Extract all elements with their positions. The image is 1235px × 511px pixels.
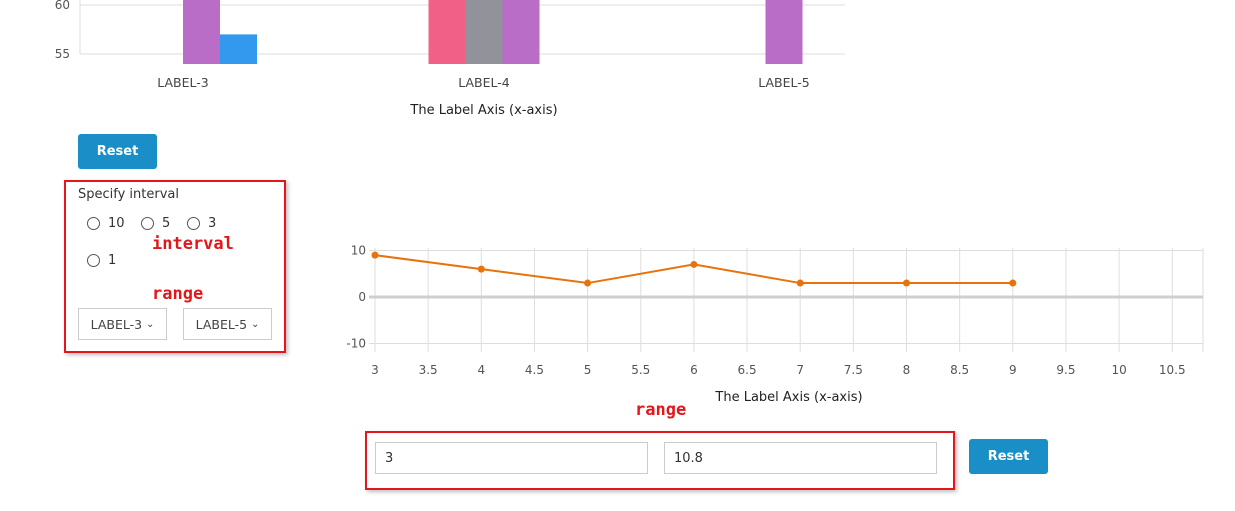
annotation-interval: interval <box>152 234 234 254</box>
line-chart-xlabel: The Label Axis (x-axis) <box>714 390 862 405</box>
line-x-tick: 5 <box>584 363 592 377</box>
bar-mark <box>428 0 466 64</box>
interval-option-10[interactable]: 10 <box>87 216 125 231</box>
line-x-tick: 8 <box>903 363 911 377</box>
chevron-down-icon: ⌄ <box>146 318 155 330</box>
line-x-tick: 3.5 <box>419 363 438 377</box>
line-point <box>477 265 485 273</box>
bar-y-tick: 60 <box>55 0 70 12</box>
reset-button-top[interactable]: Reset <box>78 134 157 169</box>
line-x-tick: 7.5 <box>844 363 863 377</box>
line-point <box>1009 279 1017 287</box>
interval-title: Specify interval <box>78 187 179 202</box>
line-x-tick: 4.5 <box>525 363 544 377</box>
bar-mark <box>502 0 540 64</box>
range-to-select[interactable]: LABEL-5 ⌄ <box>183 308 272 340</box>
line-x-tick: 4 <box>477 363 485 377</box>
bar-x-tick: LABEL-4 <box>458 75 510 90</box>
line-y-tick: -10 <box>346 337 366 351</box>
range-inputs-highlight <box>365 431 955 490</box>
line-x-tick: 5.5 <box>631 363 650 377</box>
bar-chart-xlabel: The Label Axis (x-axis) <box>409 103 557 118</box>
bar-y-tick: 55 <box>55 47 70 61</box>
annotation-range-bottom: range <box>635 400 687 420</box>
annotation-range-left: range <box>152 284 204 304</box>
line-point <box>371 251 379 259</box>
line-point <box>903 279 910 287</box>
line-y-tick: 10 <box>351 244 366 258</box>
chevron-down-icon: ⌄ <box>251 318 260 330</box>
bar-mark <box>765 0 803 64</box>
interval-option-5[interactable]: 5 <box>141 216 170 231</box>
line-x-tick: 6.5 <box>738 363 757 377</box>
line-x-tick: 6 <box>690 363 698 377</box>
bar-mark <box>220 34 257 64</box>
range-from-select[interactable]: LABEL-3 ⌄ <box>78 308 167 340</box>
line-x-tick: 8.5 <box>950 363 969 377</box>
line-point <box>690 260 698 268</box>
line-x-tick: 9.5 <box>1056 363 1075 377</box>
line-point <box>796 279 804 287</box>
bar-mark <box>183 0 220 64</box>
line-x-tick: 10.5 <box>1159 363 1186 377</box>
range-from-input[interactable]: 3 <box>375 442 648 474</box>
line-x-tick: 7 <box>796 363 804 377</box>
bar-x-tick: LABEL-5 <box>758 75 809 90</box>
range-to-input[interactable]: 10.8 <box>664 442 937 474</box>
radio-icon <box>87 217 100 230</box>
interval-range-highlight <box>64 180 286 353</box>
interval-option-3[interactable]: 3 <box>187 216 216 231</box>
line-x-tick: 9 <box>1009 363 1017 377</box>
interval-option-1[interactable]: 1 <box>87 253 116 268</box>
line-point <box>584 279 592 287</box>
line-x-tick: 3 <box>371 363 379 377</box>
radio-icon <box>87 254 100 267</box>
bar-x-tick: LABEL-3 <box>157 75 208 90</box>
bar-chart: 60 55 LABEL-3 LABEL-4 LABEL-5 The Label Axi… <box>55 0 845 118</box>
radio-icon <box>141 217 154 230</box>
bar-mark <box>465 0 503 64</box>
reset-button-bottom[interactable]: Reset <box>969 439 1048 474</box>
line-chart: 10 0 -10 3 3.5 4 4.5 5 5.5 6 6.5 7 7.5 8 8.5 9 9.5 10 10.… <box>346 244 1204 405</box>
radio-icon <box>187 217 200 230</box>
line-x-tick: 10 <box>1111 363 1126 377</box>
line-y-tick: 0 <box>358 290 366 304</box>
